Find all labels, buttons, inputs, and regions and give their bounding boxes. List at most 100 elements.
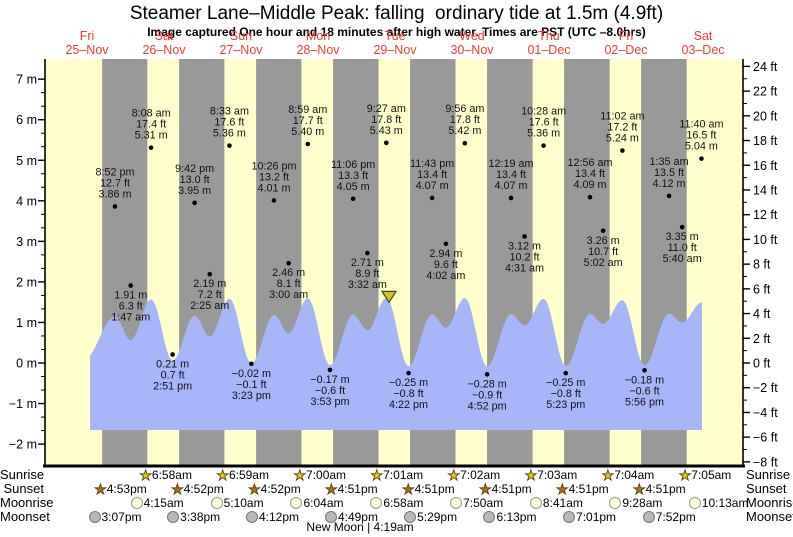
tide-event-label: −0.8 ft — [393, 388, 423, 400]
tide-event-label: 10.2 ft — [509, 251, 539, 263]
moonrise-entry: 6:58am — [370, 496, 423, 510]
sunrise-time: 6:58am — [151, 467, 192, 482]
tide-event-label: 13.0 ft — [180, 174, 210, 186]
moonrise-entry: 6:04am — [290, 496, 344, 510]
tide-event-dot — [271, 198, 277, 203]
sunset-star: ★ — [402, 480, 415, 497]
current-tide-marker — [380, 290, 398, 304]
sunrise-star: ★ — [293, 466, 307, 483]
tide-event-dot — [620, 148, 625, 153]
tide-event-dot — [350, 196, 356, 202]
tide-event-label: 6.3 ft — [119, 301, 143, 313]
day-date-label: 27–Nov — [219, 43, 263, 57]
tide-event-label: 2.94 m — [429, 248, 462, 260]
sunrise-star: ★ — [370, 466, 384, 483]
sunset-time: 4:51pm — [491, 481, 532, 496]
tide-event-label: 12:19 am — [489, 158, 534, 170]
tide-event-label: 11:06 pm — [331, 159, 375, 171]
moonrise-entry: 7:50am — [450, 496, 503, 510]
tide-event-label: 0.21 m — [156, 358, 189, 370]
tide-event-label: −0.25 m — [389, 377, 428, 389]
tide-event-dot — [406, 370, 411, 376]
right-axis-label: 10 ft — [753, 233, 778, 247]
moonrise-circle — [290, 496, 303, 509]
tide-event-dot — [508, 195, 514, 201]
tide-event-label: 5:02 am — [584, 257, 623, 269]
sunrise-star: ★ — [601, 466, 615, 483]
day-name-label: Tue — [384, 29, 405, 43]
tide-event-dot — [484, 372, 490, 377]
tide-event-label: 8.1 ft — [277, 278, 301, 290]
left-axis-label: 1 m — [16, 316, 37, 330]
tide-event-dot — [541, 143, 546, 148]
tide-event-dot — [642, 367, 647, 373]
moonset-time: 6:13pm — [496, 509, 537, 524]
sunrise-entry: ★7:01am — [370, 466, 423, 483]
sunset-time: 4:51pm — [414, 481, 455, 496]
right-axis-label: −8 ft — [753, 455, 778, 469]
tide-event-label: 10:28 am — [521, 106, 566, 118]
moonrise-circle — [210, 496, 223, 509]
tide-event-label: 11.0 ft — [668, 242, 697, 254]
tide-event-label: 3:53 pm — [310, 396, 349, 408]
tide-event-label: 10.7 ft — [588, 246, 618, 258]
tide-event-dot — [327, 367, 333, 373]
tide-event-label: 0.7 ft — [161, 369, 185, 381]
tide-event-label: 8:08 am — [132, 108, 171, 120]
almanac-row-label-moonset: Moonset — [746, 508, 793, 524]
sunset-time: 4:52pm — [183, 481, 224, 496]
tide-event-dot — [207, 271, 213, 277]
tide-event-label: 13.2 ft — [259, 171, 289, 183]
left-axis-label: 5 m — [16, 154, 37, 168]
tide-event-label: 3.12 m — [508, 240, 541, 252]
tide-event-label: 3.86 m — [98, 188, 131, 200]
moonset-circle — [245, 510, 258, 523]
sunset-entry: ★4:51pm — [479, 481, 532, 496]
right-axis-label: −4 ft — [753, 406, 778, 420]
tide-event-label: −0.17 m — [310, 374, 349, 386]
tide-event-dot — [462, 140, 468, 146]
right-axis-label: 24 ft — [753, 60, 778, 74]
tide-event-label: 17.7 ft — [293, 115, 323, 127]
tide-event-label: 17.8 ft — [450, 114, 480, 126]
sunrise-star: ★ — [139, 466, 152, 483]
day-name-label: Fri — [619, 29, 634, 43]
day-date-label: 25–Nov — [65, 43, 109, 57]
day-name-label: Thu — [538, 29, 560, 43]
sunset-star: ★ — [556, 480, 569, 497]
sunset-entry: ★4:51pm — [556, 480, 609, 497]
tide-event-label: 8:33 am — [210, 106, 249, 118]
left-axis-label: 3 m — [16, 235, 37, 249]
tide-event-label: 5:23 pm — [546, 399, 585, 411]
moon-phase-note: New Moon | 4:19am — [306, 520, 414, 534]
tide-event-dot — [227, 143, 232, 148]
almanac-row-label-moonrise: Moonrise — [0, 494, 54, 510]
sunrise-star: ★ — [678, 466, 692, 483]
tide-event-label: 4:22 pm — [389, 399, 428, 411]
tide-event-label: 1:35 am — [650, 156, 689, 168]
moonrise-circle — [450, 496, 463, 509]
tide-event-label: 5:40 am — [663, 253, 702, 265]
day-date-label: 28–Nov — [296, 43, 340, 57]
right-axis-label: 0 ft — [753, 357, 771, 371]
moonrise-entry: 9:28am — [609, 496, 662, 510]
tide-event-dot — [443, 241, 449, 247]
tide-event-label: 11:40 am — [679, 119, 723, 131]
almanac-row-label-sunset: Sunset — [3, 480, 44, 496]
tide-event-label: 5.36 m — [213, 128, 246, 140]
moonset-entry: 3:07pm — [88, 510, 142, 524]
day-date-label: 26–Nov — [142, 43, 186, 57]
tide-event-label: 8:59 am — [288, 104, 327, 116]
moonrise-circle — [370, 496, 383, 509]
moonset-circle — [642, 510, 655, 523]
tide-event-label: 17.6 ft — [214, 117, 244, 129]
sunset-time: 4:51pm — [568, 481, 609, 496]
moonrise-time: 4:15am — [143, 495, 184, 510]
right-axis-label: 4 ft — [753, 307, 771, 321]
tide-event-label: 4:31 am — [505, 262, 544, 274]
tide-event-label: 9.6 ft — [434, 259, 458, 271]
sunrise-time: 6:59am — [228, 467, 269, 482]
tide-event-dot — [384, 140, 389, 146]
tide-event-label: 1.91 m — [114, 290, 147, 302]
